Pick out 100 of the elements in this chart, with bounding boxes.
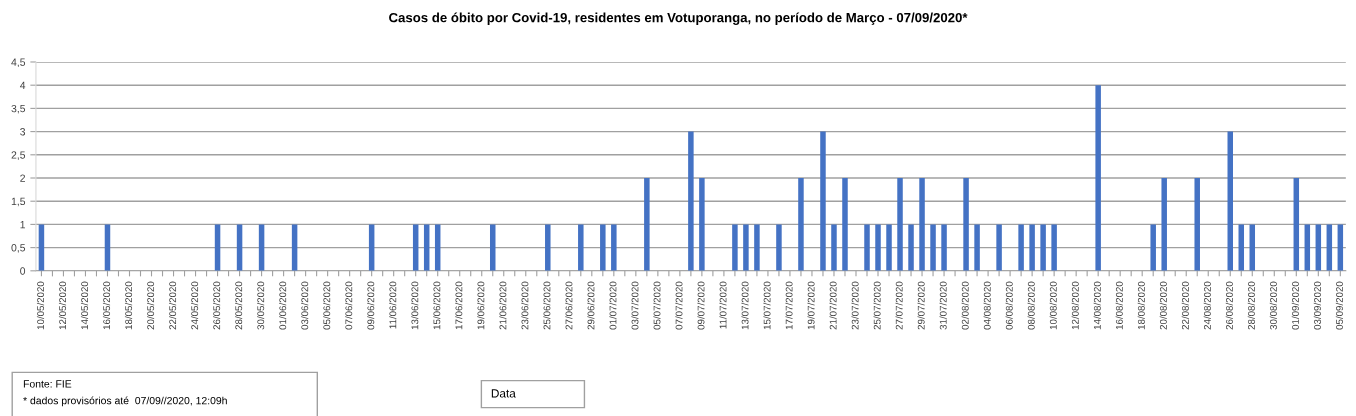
bar [864,224,870,271]
x-tick-label: 04/08/2020 [983,281,991,330]
bar [743,224,749,271]
x-tick-label: 17/06/2020 [455,281,463,330]
bar [831,224,837,271]
x-tick-label: 16/05/2020 [102,281,111,330]
x-tick-label: 19/07/2020 [807,281,815,330]
bar [897,178,903,271]
x-tick-label: 26/08/2020 [1225,281,1233,330]
bar [908,224,914,271]
bar [412,224,419,271]
x-tick-label: 30/05/2020 [257,281,265,330]
bar [545,224,551,271]
bar [1051,224,1057,271]
x-tick-label: 23/07/2020 [851,281,859,330]
bar [236,224,243,271]
bar [820,131,826,271]
text: Data [491,389,516,398]
y-tick-label: 4,5 [11,58,26,68]
x-tick-label: 05/07/2020 [653,281,661,330]
x-tick-label: 16/08/2020 [1115,281,1123,330]
bar [1326,224,1333,271]
x-tick-label: 05/09/2020 [1335,281,1343,330]
x-tick-label: 14/08/2020 [1093,281,1101,330]
x-tick-label: 10/08/2020 [1049,281,1057,330]
y-tick-label: 4 [19,81,26,89]
text: * dados provisórios até 07/09//2020, 12:09h [23,396,227,407]
bar [974,224,980,271]
bar [423,224,430,271]
bar [996,224,1002,271]
bar [776,224,782,271]
x-tick-label: 09/06/2020 [367,281,375,330]
x-tick-label: 03/09/2020 [1313,281,1321,330]
bar [919,178,925,271]
y-tick-label: 3 [20,128,26,136]
x-tick-label: 07/07/2020 [675,281,683,330]
bar [1161,178,1167,271]
bar [368,224,375,271]
x-tick-label: 29/07/2020 [917,281,925,330]
x-tick-label: 10/05/2020 [36,281,45,330]
bar [688,131,694,271]
x-tick-label: 27/07/2020 [895,281,903,330]
x-tick-label: 24/08/2020 [1203,281,1211,330]
x-tick-label: 29/06/2020 [587,281,595,330]
x-tick-label: 25/06/2020 [543,281,551,330]
bar [875,224,881,271]
x-tick-label: 18/05/2020 [124,281,133,330]
bar [644,178,650,271]
x-tick-label: 24/05/2020 [191,281,199,330]
x-tick-label: 01/06/2020 [279,281,287,330]
x-tick-label: 03/07/2020 [631,281,639,330]
bar [886,224,892,271]
bar [104,224,111,271]
bar [1018,224,1024,271]
x-tick-label: 27/06/2020 [565,281,573,330]
bar [1040,224,1046,271]
bar [38,224,45,271]
source-note: Fonte: FIE [23,380,72,388]
bar [941,224,947,271]
bar [1293,178,1300,271]
bar [963,178,969,271]
bar [1194,178,1200,271]
x-tick-label: 03/06/2020 [301,281,309,330]
x-tick-label: 07/06/2020 [345,281,353,330]
bar [1315,224,1322,271]
x-tick-label: 02/08/2020 [961,281,969,330]
x-tick-label: 18/08/2020 [1137,281,1145,330]
x-tick-label: 12/08/2020 [1071,281,1079,330]
bar [1249,224,1256,271]
x-tick-label: 26/05/2020 [213,281,221,330]
x-tick-label: 11/07/2020 [719,281,727,329]
y-tick-label: 0,5 [11,244,26,253]
x-tick-label: 22/08/2020 [1181,281,1189,330]
x-tick-label: 09/07/2020 [697,281,705,330]
bar [842,178,848,271]
y-tick-label: 2,5 [11,151,26,160]
x-tick-label: 21/07/2020 [829,281,837,330]
x-tick-label: 30/08/2020 [1269,281,1277,330]
bar [258,224,265,271]
x-tick-label: 14/05/2020 [80,281,89,330]
x-tick-label: 13/06/2020 [411,281,419,330]
x-tick-label: 05/06/2020 [323,281,331,330]
y-tick-label: 1,5 [11,197,26,207]
bar [1095,85,1101,271]
bar [930,224,936,271]
bar [1227,131,1233,271]
x-tick-label: 12/05/2020 [58,281,67,330]
x-tick-label: 20/08/2020 [1159,281,1167,330]
bar [699,178,705,271]
x-tick-label: 22/05/2020 [169,281,177,330]
x-tick-label: 01/07/2020 [609,281,617,330]
y-tick-label: 3,5 [11,104,26,114]
bar [754,224,760,271]
bar [732,224,738,271]
chart-title: Casos de óbito por Covid-19, residentes em Votuporanga, no período de Março - 07/09/2020* [389,12,968,25]
bar [214,224,221,271]
x-tick-label: 28/08/2020 [1247,281,1255,330]
x-tick-label: 13/07/2020 [741,281,749,330]
x-tick-label: 06/08/2020 [1005,281,1013,330]
bar [798,178,804,271]
